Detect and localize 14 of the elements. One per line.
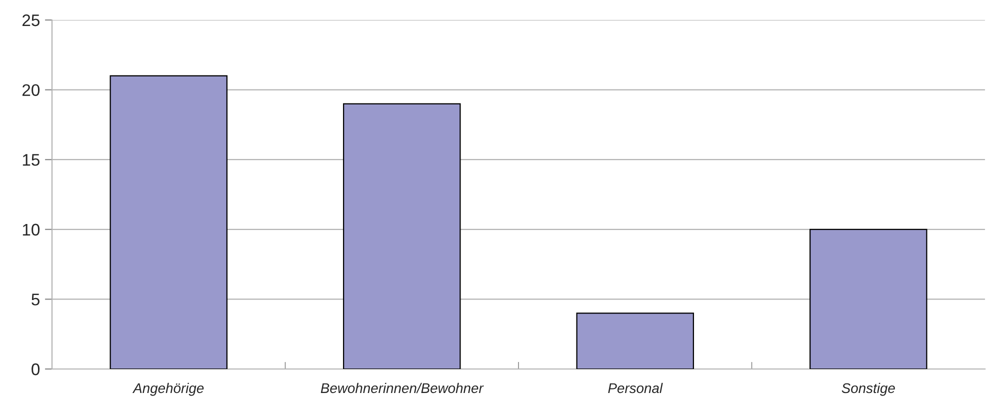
- y-tick-label: 10: [22, 224, 40, 236]
- bar: [110, 75, 228, 369]
- y-tick-label: 5: [32, 294, 40, 306]
- bar: [576, 312, 694, 369]
- x-tick-label: Personal: [608, 382, 663, 394]
- bar: [810, 228, 928, 369]
- y-tick-label: 0: [32, 363, 40, 376]
- bar: [343, 103, 461, 369]
- y-tick-label: 20: [22, 84, 40, 96]
- x-tick-label: Angehörige: [132, 382, 204, 396]
- x-tick-label: Bewohnerinnen/Bewohner: [320, 382, 484, 394]
- y-tick-label: 15: [22, 154, 40, 166]
- y-tick-label: 25: [22, 14, 40, 26]
- x-tick-label: Sonstige: [842, 382, 895, 396]
